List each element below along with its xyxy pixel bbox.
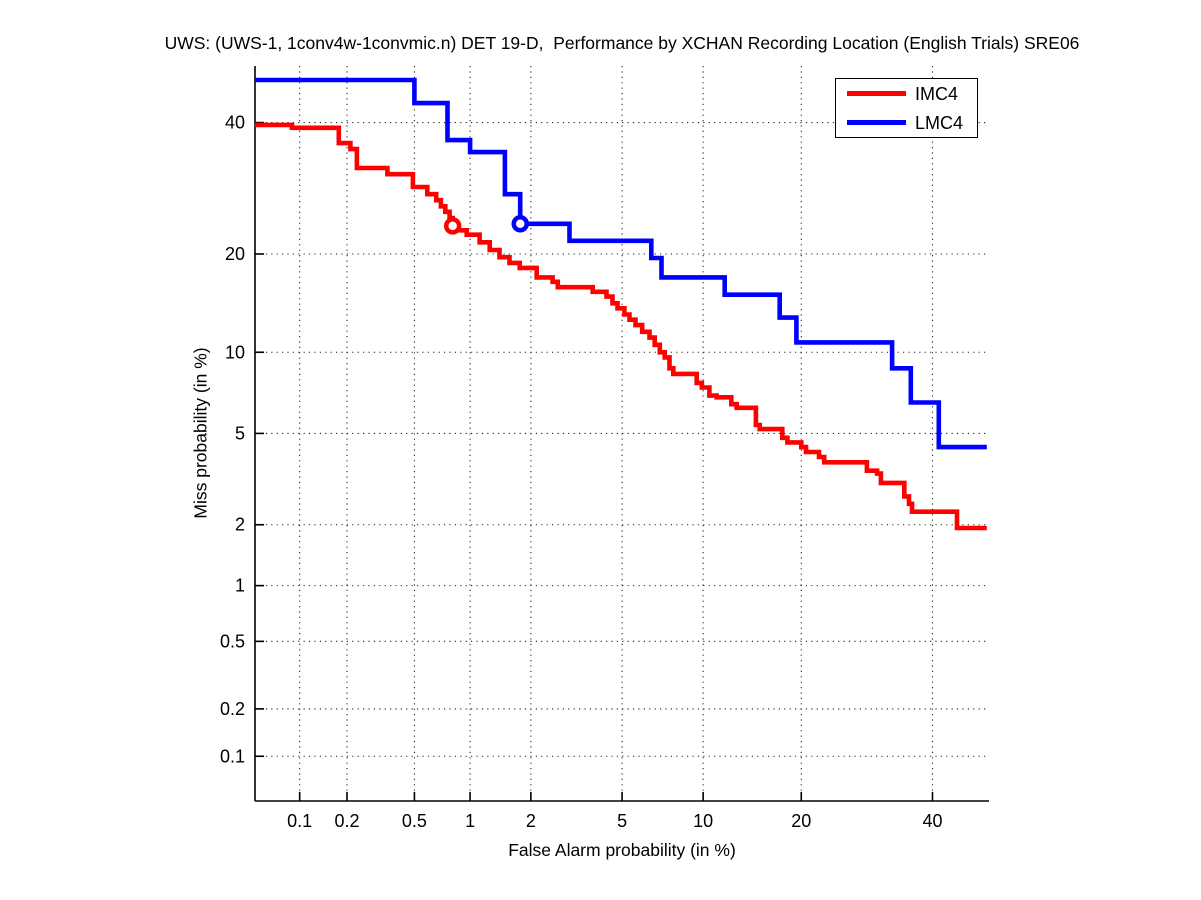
legend-label-imc4: IMC4 bbox=[915, 83, 959, 104]
y-tick-label: 10 bbox=[225, 342, 245, 362]
det-curve-lmc4 bbox=[255, 77, 987, 450]
y-tick-label: 20 bbox=[225, 244, 245, 264]
operating-point-marker-lmc4 bbox=[511, 215, 529, 233]
x-tick-label: 40 bbox=[922, 811, 942, 831]
y-tick-label: 0.2 bbox=[220, 699, 245, 719]
operating-point-marker-imc4 bbox=[443, 217, 462, 235]
y-tick-label: 0.1 bbox=[220, 746, 245, 766]
y-tick-label: 1 bbox=[235, 576, 245, 596]
y-axis-label: Miss probability (in %) bbox=[190, 347, 211, 519]
chart-title: UWS: (UWS-1, 1conv4w-1convmic.n) DET 19-… bbox=[164, 33, 1080, 53]
x-tick-label: 0.5 bbox=[402, 811, 427, 831]
tick-labels: 0.1 0.2 0.5 1 2 5 10 20 40 0.1 0.2 0.5 1 2 5 10 20 40 bbox=[220, 113, 943, 831]
x-tick-label: 2 bbox=[526, 811, 536, 831]
x-tick-label: 1 bbox=[465, 811, 475, 831]
legend-entry-lmc4: LMC4 bbox=[836, 108, 977, 137]
legend-entry-imc4: IMC4 bbox=[836, 79, 977, 108]
y-tick-label: 0.5 bbox=[220, 631, 245, 651]
legend: IMC4 LMC4 bbox=[835, 78, 978, 138]
legend-line-imc4 bbox=[847, 91, 906, 96]
x-tick-label: 0.2 bbox=[334, 811, 359, 831]
axes bbox=[254, 66, 989, 802]
y-tick-label: 5 bbox=[235, 423, 245, 443]
x-tick-label: 10 bbox=[693, 811, 713, 831]
x-tick-label: 20 bbox=[791, 811, 811, 831]
y-tick-label: 40 bbox=[225, 113, 245, 133]
y-tick-label: 2 bbox=[235, 515, 245, 535]
x-tick-label: 0.1 bbox=[287, 811, 312, 831]
legend-label-lmc4: LMC4 bbox=[915, 112, 964, 133]
x-tick-label: 5 bbox=[617, 811, 627, 831]
legend-line-lmc4 bbox=[847, 120, 906, 125]
det-curve-imc4 bbox=[255, 122, 987, 531]
grid bbox=[255, 66, 989, 801]
x-axis-label: False Alarm probability (in %) bbox=[508, 840, 736, 860]
